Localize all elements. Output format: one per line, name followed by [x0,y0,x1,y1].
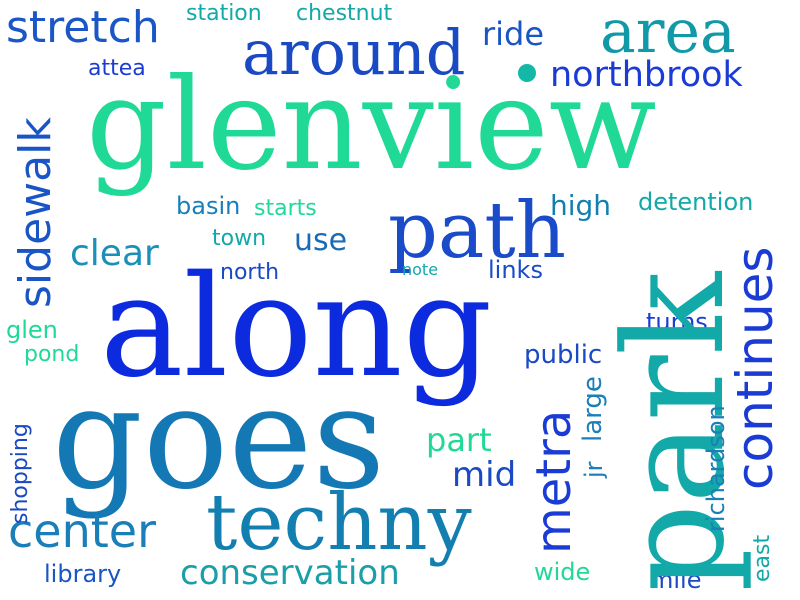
word-attea: attea [88,56,146,81]
word-starts: starts [254,196,317,221]
word-path: path [388,186,567,276]
word-northbrook: northbrook [550,55,743,95]
word-mile: mile [650,566,702,594]
word-links: links [488,256,543,284]
word-along: along [100,246,493,409]
word-sidewalk: sidewalk [10,117,61,308]
word-east: east [750,534,775,582]
word-richardson: richardson [702,405,730,532]
word-part: part [426,421,492,459]
word-basin: basin [176,192,241,220]
word-metra: metra [526,409,582,554]
word-note: note [402,260,439,279]
word-center: center [8,504,156,558]
word-clear: clear [70,233,159,274]
word-techny: techny [206,478,472,568]
word-jr: jr [580,461,608,478]
word-use: use [294,223,348,258]
bullet-dot [518,64,536,82]
word-library: library [44,560,122,588]
word-north: north [220,260,280,285]
word-glenview: glenview [86,51,657,198]
word-ride: ride [482,15,545,53]
word-mid: mid [452,455,517,495]
word-continues: continues [726,246,784,490]
word-around: around [242,16,466,89]
word-area: area [600,0,736,67]
word-stretch: stretch [6,2,160,53]
word-detention: detention [638,188,754,216]
word-turns: turns [646,308,708,336]
word-large: large [578,376,608,442]
word-goes: goes [52,356,386,521]
word-chestnut: chestnut [296,1,393,26]
word-station: station [186,1,262,26]
word-high: high [550,189,612,222]
word-shopping: shopping [8,423,33,524]
word-pond: pond [24,342,80,367]
word-glen: glen [6,316,58,344]
word-town: town [212,226,267,251]
word-conservation: conservation [180,553,400,593]
word-wide: wide [534,558,591,586]
word-public: public [524,340,603,370]
